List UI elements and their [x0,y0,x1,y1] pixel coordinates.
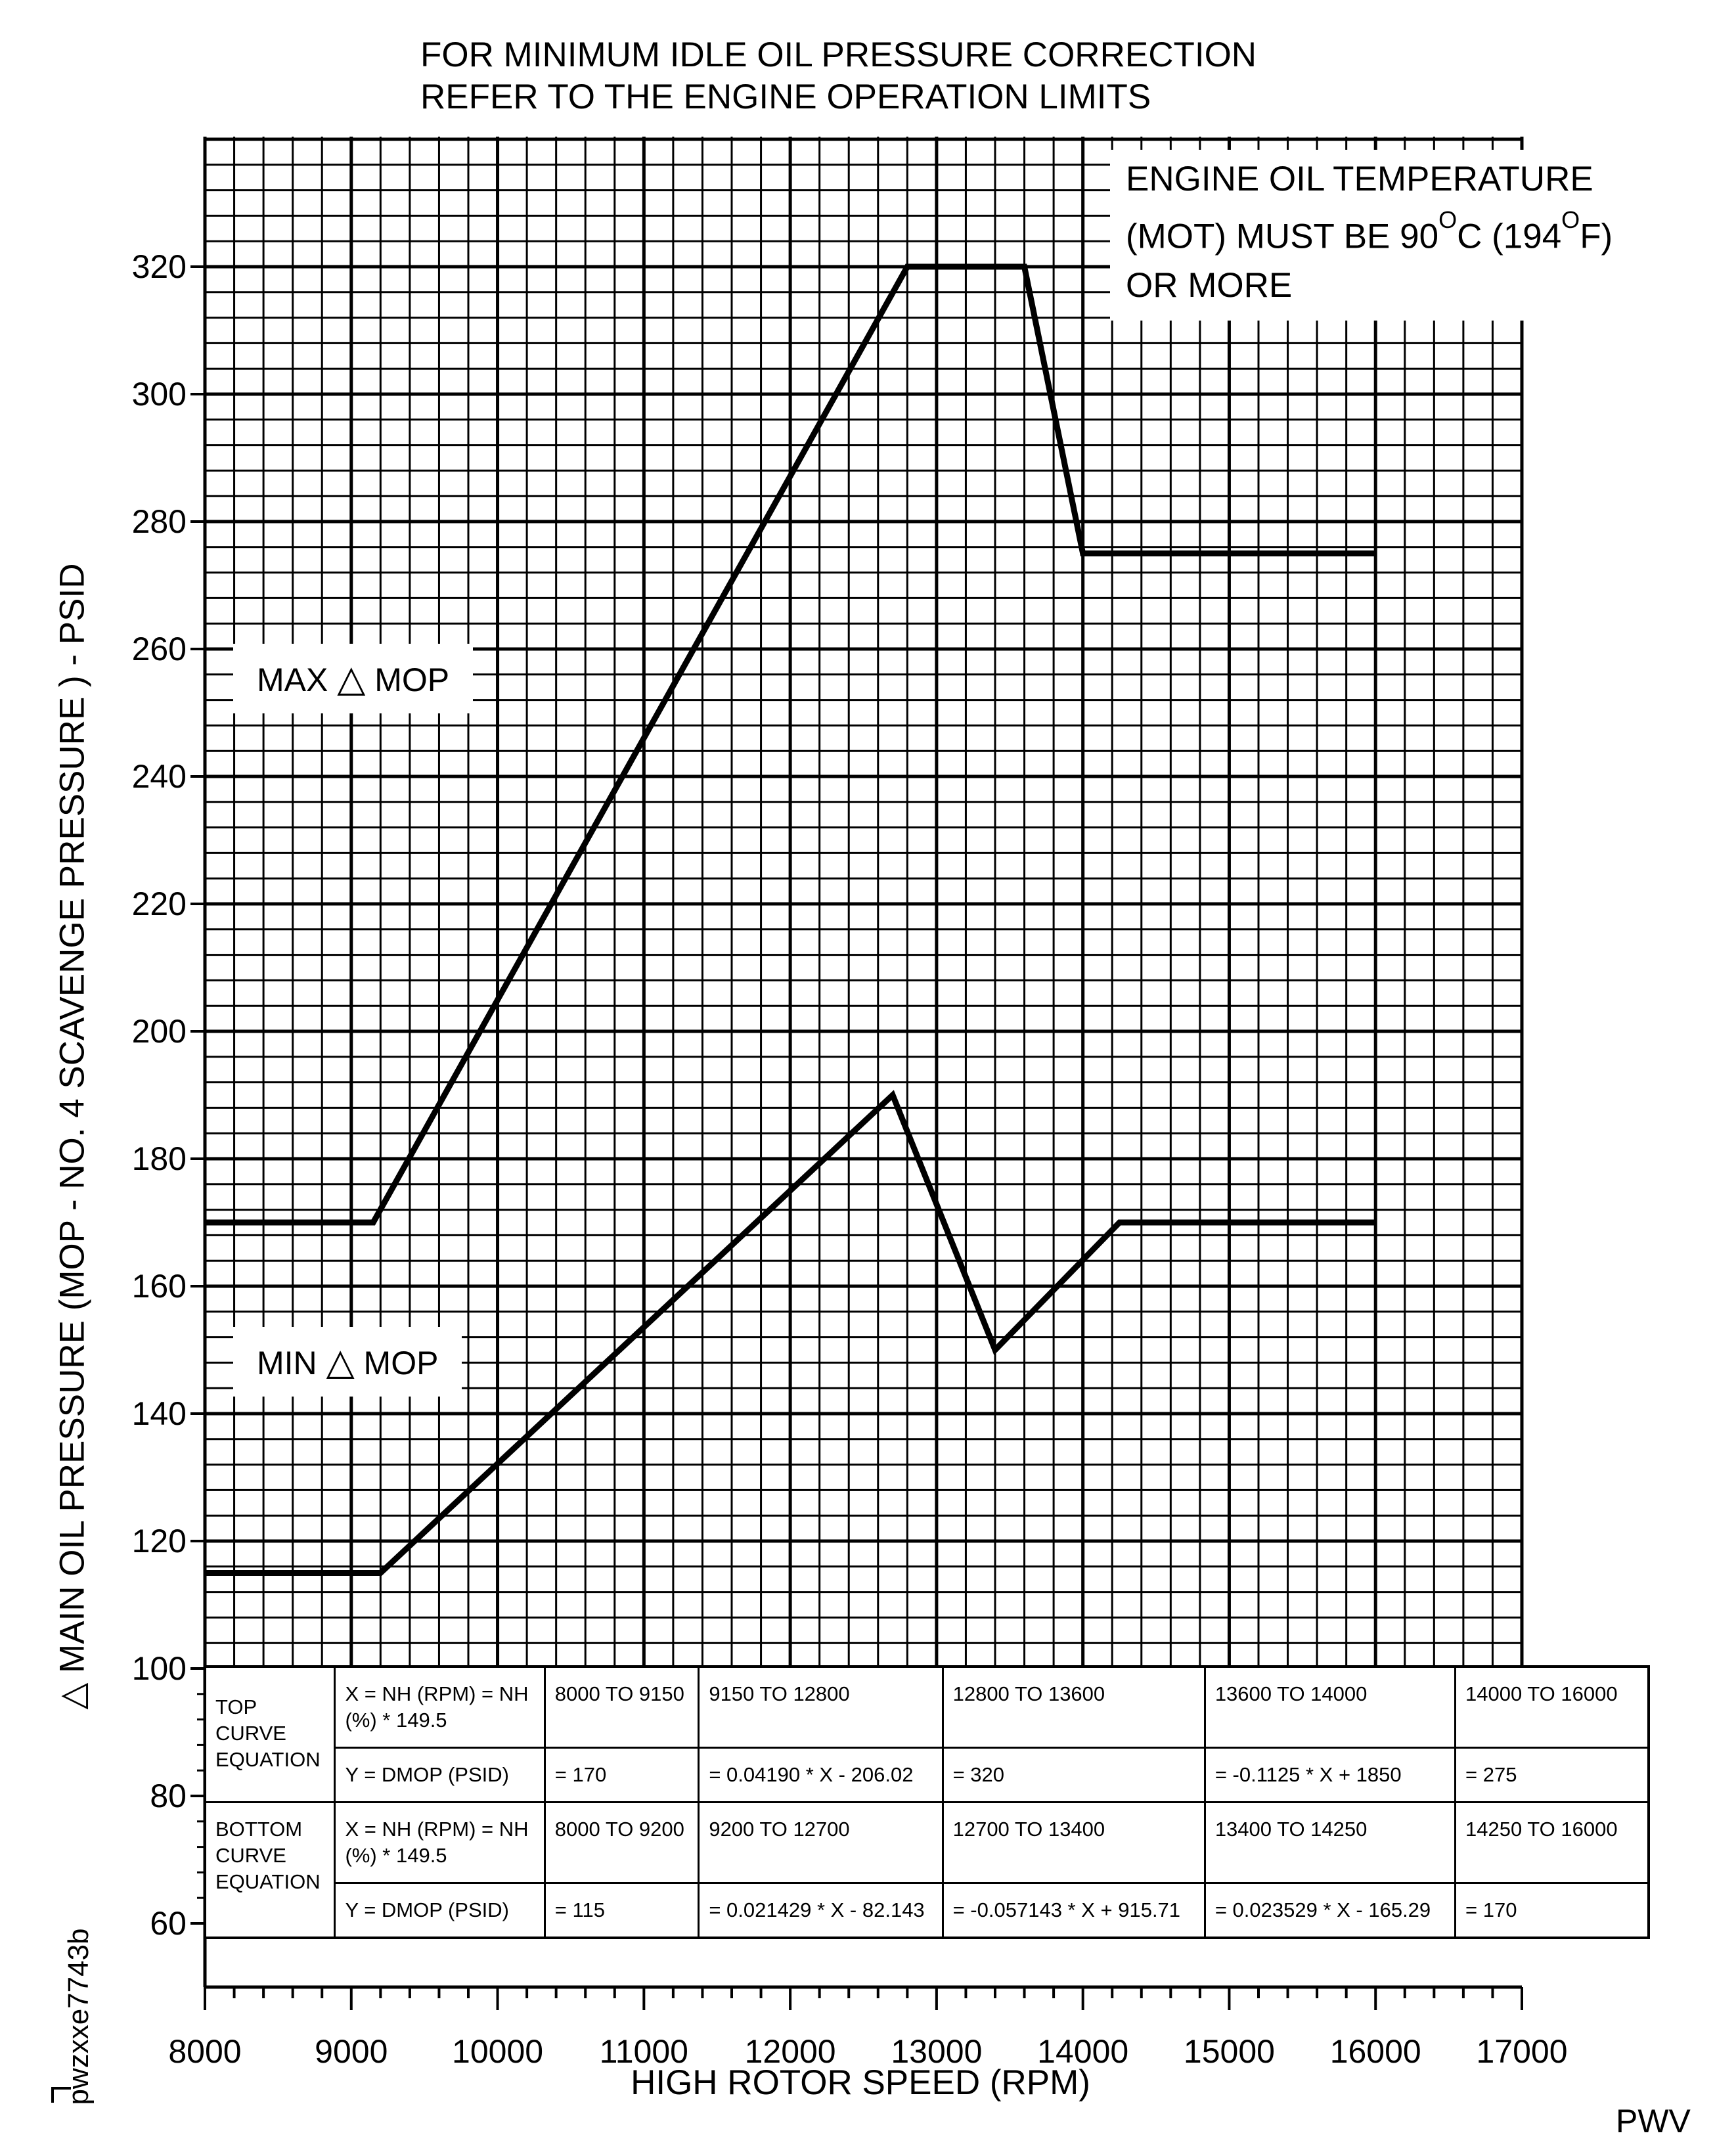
curve-vertex-point [204,1221,206,1224]
table-cell: 8000 TO 9150 [543,1665,700,1749]
curve-equation-table: TOP CURVE EQUATION X = NH (RPM) = NH (%)… [204,1665,1650,1939]
top-x-label: X = NH (RPM) = NH (%) * 149.5 [334,1665,546,1749]
y-tick-label: 80 [150,1778,187,1814]
table-cell: 12700 TO 13400 [941,1801,1206,1884]
bottom-y-label: Y = DMOP (PSID) [334,1882,546,1939]
degree-sign: O [1438,206,1458,233]
temp-note-line-1: ENGINE OIL TEMPERATURE [1126,160,1593,198]
min-mop-curve [205,1090,1376,1576]
x-tick-label: 13000 [891,2033,982,2070]
x-tick-label: 12000 [745,2033,836,2070]
temp-note-line-3: OR MORE [1126,265,1293,305]
table-row: Y = DMOP (PSID) = 170 = 0.04190 * X - 20… [205,1747,1650,1803]
degree-sign: O [1561,206,1580,233]
table-row: BOTTOM CURVE EQUATION X = NH (RPM) = NH … [204,1801,1650,1939]
curve-vertex-point [372,1221,375,1224]
y-tick-label: 100 [132,1650,187,1687]
x-tick-label: 15000 [1184,2033,1275,2070]
table-row: Y = DMOP (PSID) = 115 = 0.021429 * X - 8… [205,1882,1650,1939]
y-tick-label: 120 [132,1523,187,1559]
table-cell: 12800 TO 13600 [941,1665,1206,1749]
curve-vertex-point [891,1094,895,1096]
x-tick-label: 9000 [315,2033,388,2070]
curve-vertex-point [1118,1221,1121,1224]
table-row: TOP CURVE EQUATION X = NH (RPM) = NH (%)… [204,1665,1650,1803]
table-cell: 14000 TO 16000 [1454,1665,1650,1749]
curve-vertex-point [1081,552,1084,555]
min-mop-label: MIN △ MOP [233,1327,462,1397]
curve-vertex-point [204,1571,206,1575]
y-tick-label: 280 [132,503,187,540]
y-tick-label: 240 [132,758,187,795]
top-curve-title: TOP CURVE EQUATION [204,1665,336,1803]
y-tick-label: 60 [150,1905,187,1942]
table-cell: = 0.023529 * X - 165.29 [1203,1882,1457,1939]
x-tick-label: 11000 [600,2033,688,2070]
y-tick-label: 300 [132,376,187,413]
table-cell: = -0.057143 * X + 915.71 [941,1882,1206,1939]
note-line-2: REFER TO THE ENGINE OPERATION LIMITS [420,78,1151,116]
x-tick-label: 10000 [452,2033,543,2070]
max-mop-curve [205,263,1376,1226]
table-cell: = 275 [1454,1747,1650,1803]
oil-temperature-note: ENGINE OIL TEMPERATURE (MOT) MUST BE 90O… [1110,150,1629,321]
max-mop-label: MAX △ MOP [233,644,474,713]
curve-vertex-point [1374,552,1377,555]
x-tick-label: 8000 [168,2033,241,2070]
curve-vertex-point [906,265,909,268]
x-tick-label: 14000 [1037,2033,1128,2070]
x-tick-label: 17000 [1476,2033,1567,2070]
series-lines [204,263,1377,1576]
y-tick-label: 140 [132,1395,187,1432]
idle-pressure-note: FOR MINIMUM IDLE OIL PRESSURE CORRECTION… [420,34,1257,118]
figure-id: pwzxxe7743b [62,1928,95,2105]
curve-vertex-point [994,1349,996,1351]
y-tick-label: 260 [132,631,187,667]
y-tick-label: 180 [132,1140,187,1177]
table-cell: = 115 [543,1882,700,1939]
table-cell: = 0.021429 * X - 82.143 [698,1882,944,1939]
axis-ticks: 8000 9000 10000 11000 12000 13000 14000 15000 16… [132,248,1568,2070]
table-cell: 13600 TO 14000 [1203,1665,1457,1749]
y-tick-label: 220 [132,885,187,922]
table-cell: 8000 TO 9200 [543,1801,700,1884]
table-cell: = 170 [1454,1882,1650,1939]
y-tick-label: 160 [132,1268,187,1305]
delta-icon: △ [326,1341,355,1382]
bottom-curve-title: BOTTOM CURVE EQUATION [204,1801,336,1939]
table-cell: 13400 TO 14250 [1203,1801,1457,1884]
y-axis-label: △ MAIN OIL PRESSURE (MOP - NO. 4 SCAVENG… [53,563,92,1710]
bottom-x-label: X = NH (RPM) = NH (%) * 149.5 [334,1801,546,1884]
table-cell: 9200 TO 12700 [698,1801,944,1884]
top-y-label: Y = DMOP (PSID) [334,1747,546,1803]
figure-id-bracket [51,2087,71,2103]
grid [203,137,1524,1989]
note-line-1: FOR MINIMUM IDLE OIL PRESSURE CORRECTION [420,35,1257,74]
corner-code: PWV [1616,2103,1691,2139]
table-cell: = 170 [543,1747,700,1803]
table-cell: = 320 [941,1747,1206,1803]
curve-vertex-point [379,1571,382,1575]
curve-vertex-point [1023,265,1026,268]
y-tick-label: 200 [132,1013,187,1050]
x-axis-label: HIGH ROTOR SPEED (RPM) [631,2063,1090,2102]
curve-vertex-point [1374,1221,1377,1224]
table-cell: 14250 TO 16000 [1454,1801,1650,1884]
table-cell: = -0.1125 * X + 1850 [1203,1747,1457,1803]
delta-icon: △ [337,658,366,699]
y-tick-label: 320 [132,248,187,285]
x-tick-label: 16000 [1330,2033,1421,2070]
table-cell: 9150 TO 12800 [698,1665,944,1749]
temp-note-line-2: (MOT) MUST BE 90OC (194OF) [1126,206,1613,256]
table-cell: = 0.04190 * X - 206.02 [698,1747,944,1803]
